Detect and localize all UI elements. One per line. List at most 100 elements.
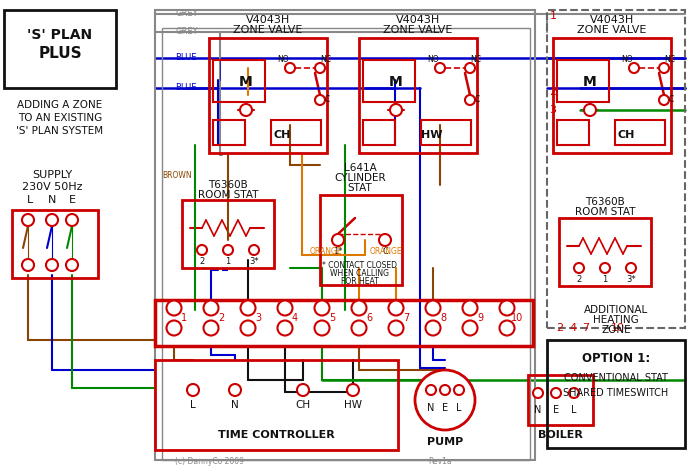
Circle shape — [277, 300, 293, 315]
Text: ROOM STAT: ROOM STAT — [198, 190, 258, 200]
Text: L: L — [27, 195, 33, 205]
Text: ZONE: ZONE — [601, 325, 631, 335]
Text: BLUE: BLUE — [175, 53, 197, 63]
Text: NC: NC — [320, 56, 331, 65]
Bar — [155, 10, 535, 460]
Circle shape — [22, 259, 34, 271]
Circle shape — [241, 300, 255, 315]
Text: TO AN EXISTING: TO AN EXISTING — [18, 113, 102, 123]
Text: 2: 2 — [549, 87, 557, 97]
Text: 4: 4 — [292, 313, 298, 323]
Circle shape — [166, 321, 181, 336]
Text: 3*: 3* — [627, 276, 635, 285]
Text: M: M — [583, 75, 597, 89]
Text: 2: 2 — [199, 257, 205, 266]
Circle shape — [315, 321, 330, 336]
Bar — [209, 38, 327, 153]
Circle shape — [166, 300, 181, 315]
Bar — [363, 120, 395, 145]
Text: 3: 3 — [549, 105, 557, 115]
Text: L641A: L641A — [344, 163, 376, 173]
Circle shape — [426, 385, 436, 395]
Circle shape — [187, 384, 199, 396]
Circle shape — [204, 300, 219, 315]
Text: BOILER: BOILER — [538, 430, 582, 440]
Circle shape — [46, 259, 58, 271]
Circle shape — [454, 385, 464, 395]
Circle shape — [500, 321, 515, 336]
Text: T6360B: T6360B — [585, 197, 625, 207]
Circle shape — [388, 300, 404, 315]
Text: 2: 2 — [556, 323, 564, 333]
Text: V4043H: V4043H — [246, 15, 290, 25]
Bar — [559, 218, 651, 286]
Bar — [182, 200, 274, 268]
Text: E: E — [68, 195, 75, 205]
Text: 10: 10 — [611, 323, 625, 333]
Text: PUMP: PUMP — [427, 437, 463, 447]
Bar — [320, 195, 402, 285]
Text: 7: 7 — [582, 323, 589, 333]
Text: 4: 4 — [569, 323, 577, 333]
Text: C: C — [475, 95, 480, 104]
Text: ROOM STAT: ROOM STAT — [575, 207, 635, 217]
Bar — [12, 210, 98, 278]
Bar — [213, 60, 265, 102]
Text: CH: CH — [273, 130, 290, 140]
Text: GREY: GREY — [175, 28, 197, 37]
Text: 2: 2 — [576, 276, 582, 285]
Text: 1: 1 — [549, 11, 557, 21]
Circle shape — [197, 245, 207, 255]
Bar — [155, 300, 533, 346]
Text: L: L — [456, 403, 462, 413]
Text: NO: NO — [621, 56, 633, 65]
Text: PLUS: PLUS — [38, 45, 82, 60]
Text: WHEN CALLING: WHEN CALLING — [331, 269, 389, 278]
Text: CONVENTIONAL STAT: CONVENTIONAL STAT — [564, 373, 668, 383]
Text: NO: NO — [427, 56, 439, 65]
Text: 230V 50Hz: 230V 50Hz — [22, 182, 82, 192]
Text: 3*: 3* — [249, 257, 259, 266]
Text: (c) DannyCo 2009: (c) DannyCo 2009 — [175, 456, 244, 466]
Circle shape — [462, 321, 477, 336]
Text: ZONE VALVE: ZONE VALVE — [384, 25, 453, 35]
Text: NC: NC — [664, 56, 676, 65]
Text: HEATING: HEATING — [593, 315, 639, 325]
Circle shape — [379, 234, 391, 246]
Circle shape — [584, 104, 596, 116]
Text: C: C — [324, 95, 330, 104]
Text: C: C — [669, 95, 673, 104]
Text: NC: NC — [471, 56, 482, 65]
Circle shape — [659, 63, 669, 73]
Circle shape — [500, 300, 515, 315]
Circle shape — [66, 214, 78, 226]
Text: L: L — [571, 405, 577, 415]
Text: FOR HEAT: FOR HEAT — [341, 277, 379, 285]
Circle shape — [229, 384, 241, 396]
Circle shape — [462, 300, 477, 315]
Text: 7: 7 — [403, 313, 409, 323]
Circle shape — [551, 388, 561, 398]
Text: ADDING A ZONE: ADDING A ZONE — [17, 100, 103, 110]
Text: SUPPLY: SUPPLY — [32, 170, 72, 180]
Text: CYLINDER: CYLINDER — [334, 173, 386, 183]
Circle shape — [297, 384, 309, 396]
Text: 2: 2 — [218, 313, 224, 323]
Text: ZONE VALVE: ZONE VALVE — [578, 25, 647, 35]
Text: HW: HW — [422, 130, 443, 140]
Bar — [557, 60, 609, 102]
Text: * CONTACT CLOSED: * CONTACT CLOSED — [322, 261, 397, 270]
Text: V4043H: V4043H — [590, 15, 634, 25]
Bar — [615, 120, 665, 145]
Text: E: E — [553, 405, 559, 415]
Text: M: M — [239, 75, 253, 89]
Bar — [213, 120, 245, 145]
Circle shape — [351, 300, 366, 315]
Circle shape — [426, 300, 440, 315]
Circle shape — [204, 321, 219, 336]
Bar — [363, 60, 415, 102]
Bar — [155, 360, 398, 450]
Text: CH: CH — [295, 400, 310, 410]
Bar — [553, 38, 671, 153]
Text: Rev1a: Rev1a — [428, 456, 452, 466]
